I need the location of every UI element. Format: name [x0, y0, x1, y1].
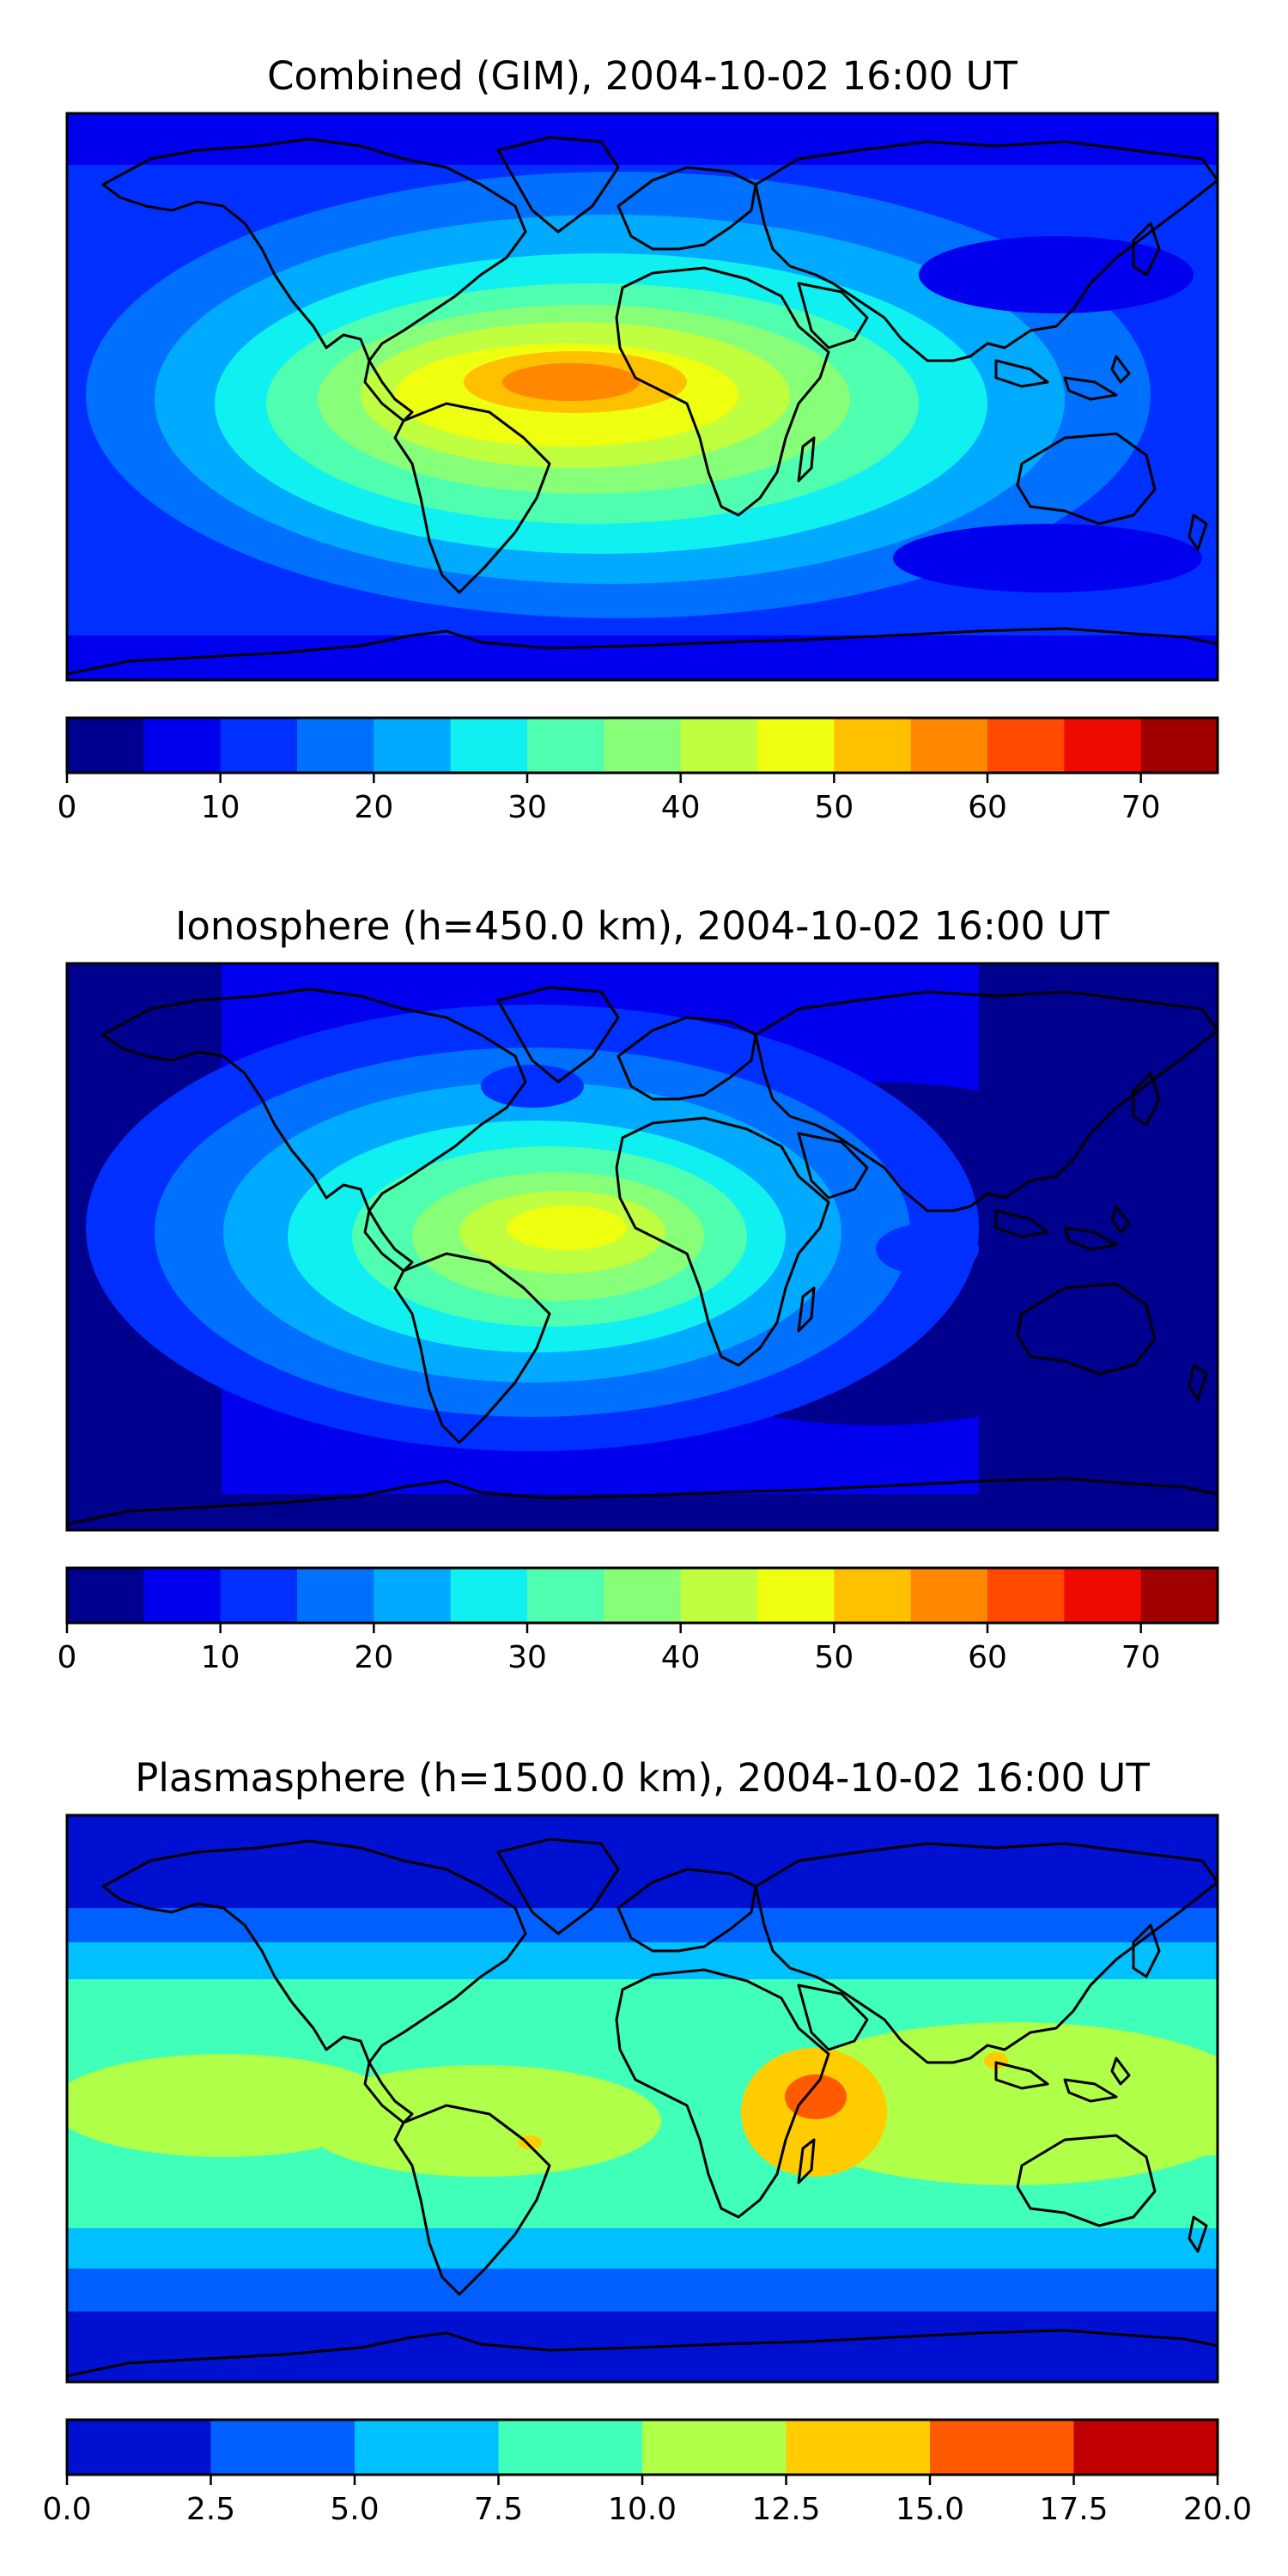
colorbar-tick-label: 50	[814, 790, 854, 825]
colorbar-segment	[757, 1568, 835, 1623]
colorbar-segment	[987, 718, 1065, 773]
colorbar-segment	[642, 2420, 787, 2475]
colorbar-tick-label: 2.5	[186, 2492, 235, 2527]
colorbar-segment	[930, 2420, 1074, 2475]
colorbar-tick-label: 0	[58, 790, 77, 825]
panel-2-colorbar: 0 10 20 30 40 50 60 70	[58, 1566, 1219, 1675]
colorbar-tick-label: 7.5	[474, 2492, 523, 2527]
panel-3-map	[65, 1814, 1219, 2384]
colorbar-segment	[67, 2420, 211, 2475]
colorbar-segment	[220, 718, 298, 773]
colorbar-segment	[355, 2420, 499, 2475]
colorbar-tick-label: 70	[1121, 790, 1161, 825]
colorbar-tick-label: 50	[814, 1640, 854, 1675]
colorbar-segment	[1064, 718, 1142, 773]
panel-1-colorbar: 0 10 20 30 40 50 60 70	[58, 716, 1219, 825]
colorbar-segment	[987, 1568, 1065, 1623]
panel-1-field	[67, 113, 1218, 680]
colorbar-tick-label: 10.0	[608, 2492, 677, 2527]
colorbar-tick-label: 40	[661, 1640, 701, 1675]
colorbar-tick-label: 20	[354, 1640, 393, 1675]
colorbar-tick-label: 40	[661, 790, 701, 825]
panel-3-title: Plasmasphere (h=1500.0 km), 2004-10-02 1…	[135, 1755, 1150, 1801]
colorbar-segment	[1140, 1568, 1218, 1623]
colorbar-segment	[910, 718, 988, 773]
colorbar-segment	[680, 1568, 758, 1623]
colorbar-segment	[297, 1568, 374, 1623]
colorbar-tick-label: 70	[1121, 1640, 1161, 1675]
panel-1-map	[65, 112, 1219, 682]
panel-3-colorbar: 0.0 2.5 5.0 7.5 10.0 12.5 15.0 17.5 20.0	[42, 2418, 1252, 2527]
colorbar-tick-label: 0.0	[42, 2492, 91, 2527]
panel-2-title: Ionosphere (h=450.0 km), 2004-10-02 16:0…	[175, 903, 1109, 949]
colorbar-segment	[450, 718, 528, 773]
panel-1-title: Combined (GIM), 2004-10-02 16:00 UT	[267, 53, 1018, 99]
colorbar-segment	[1140, 718, 1218, 773]
colorbar-tick-label: 15.0	[896, 2492, 964, 2527]
colorbar-segment	[680, 718, 758, 773]
colorbar-segment	[910, 1568, 988, 1623]
colorbar-segment	[1064, 1568, 1142, 1623]
colorbar-tick-label: 17.5	[1039, 2492, 1108, 2527]
colorbar-segment	[834, 718, 912, 773]
colorbar-segment	[143, 718, 222, 773]
colorbar-segment	[210, 2420, 355, 2475]
colorbar-tick-label: 30	[507, 790, 547, 825]
colorbar-segment	[757, 718, 835, 773]
colorbar-tick-label: 5.0	[330, 2492, 379, 2527]
colorbar-segment	[374, 1568, 452, 1623]
colorbar-tick-label: 0	[58, 1640, 77, 1675]
colorbar-segment	[297, 718, 374, 773]
colorbar-tick-label: 60	[968, 1640, 1007, 1675]
colorbar-segment	[1073, 2420, 1218, 2475]
colorbar-segment	[834, 1568, 912, 1623]
colorbar-segment	[374, 718, 452, 773]
colorbar-tick-label: 10	[201, 790, 240, 825]
colorbar-frame	[65, 716, 1219, 775]
panel-2-field	[67, 963, 1218, 1530]
colorbar-segment	[604, 718, 682, 773]
colorbar-segment	[527, 718, 605, 773]
colorbar-segment	[527, 1568, 605, 1623]
colorbar-segment	[220, 1568, 298, 1623]
colorbar-tick-label: 60	[968, 790, 1007, 825]
colorbar-tick-label: 30	[507, 1640, 547, 1675]
panel-2-map	[65, 962, 1219, 1532]
colorbar-segment	[604, 1568, 682, 1623]
colorbar-segment	[67, 1568, 144, 1623]
colorbar-segment	[143, 1568, 222, 1623]
colorbar-frame	[65, 1566, 1219, 1625]
colorbar-segment	[498, 2420, 643, 2475]
colorbar-tick-label: 12.5	[751, 2492, 820, 2527]
colorbar-segment	[786, 2420, 931, 2475]
colorbar-tick-label: 20.0	[1183, 2492, 1252, 2527]
colorbar-segment	[67, 718, 144, 773]
colorbar-tick-label: 20	[354, 790, 393, 825]
panel-3-field	[67, 1815, 1218, 2382]
colorbar-segment	[450, 1568, 528, 1623]
colorbar-tick-label: 10	[201, 1640, 240, 1675]
